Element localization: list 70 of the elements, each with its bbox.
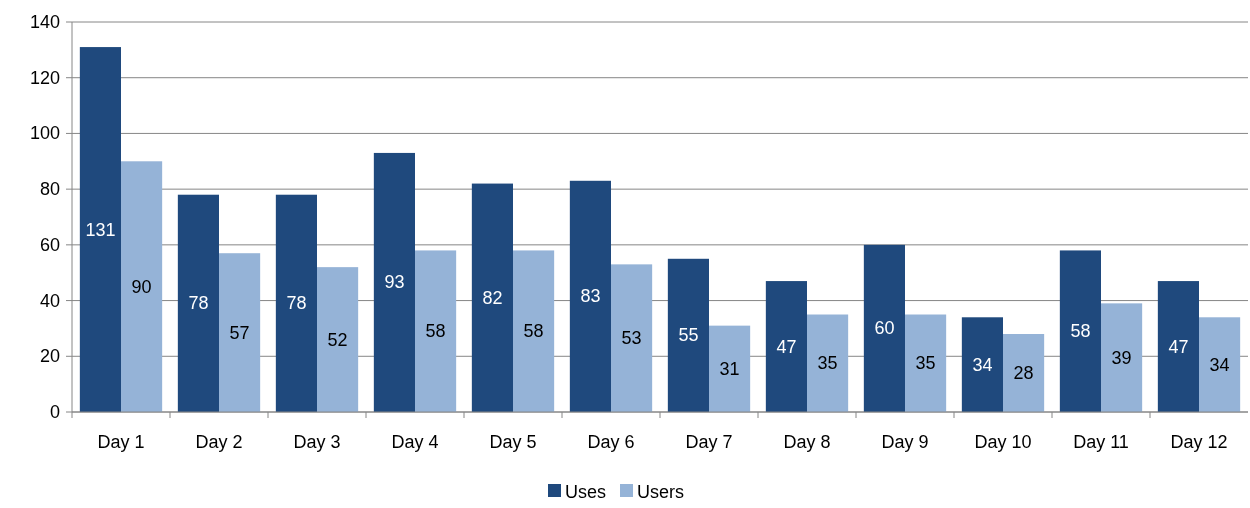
data-label: 47	[776, 336, 797, 357]
x-tick-label: Day 12	[1170, 432, 1228, 452]
data-label: 83	[580, 286, 601, 307]
data-label: 34	[1209, 354, 1230, 375]
y-tick-label: 0	[49, 402, 60, 422]
data-label: 82	[482, 287, 503, 308]
bar	[471, 183, 513, 412]
data-label: 58	[425, 321, 446, 342]
data-label: 35	[817, 353, 838, 374]
x-tick-label: Day 11	[1073, 432, 1129, 452]
bar	[961, 317, 1003, 412]
data-label: 93	[384, 272, 405, 293]
data-label: 28	[1013, 363, 1034, 383]
data-label: 53	[621, 328, 642, 349]
x-tick-label: Day 3	[293, 432, 341, 452]
bar	[863, 244, 905, 412]
data-label: 90	[131, 276, 152, 297]
data-label: 60	[874, 318, 895, 339]
bar	[177, 194, 219, 412]
bar	[611, 264, 653, 412]
y-tick-label: 120	[29, 67, 60, 88]
x-tick-label: Day 5	[489, 432, 537, 452]
y-tick-label: 20	[39, 346, 60, 367]
bar	[317, 267, 359, 412]
x-tick-label: Day 7	[685, 432, 733, 452]
bar	[1157, 281, 1199, 412]
y-tick-label: 100	[29, 123, 60, 144]
bar	[807, 314, 849, 412]
x-tick-label: Day 8	[783, 432, 831, 452]
x-tick-label: Day 1	[97, 432, 145, 452]
legend-label: Users	[637, 482, 685, 502]
data-label: 58	[523, 321, 544, 342]
x-tick-label: Day 10	[974, 432, 1032, 452]
bar	[1059, 250, 1101, 412]
y-tick-label: 40	[39, 290, 60, 311]
x-tick-label: Day 9	[881, 432, 929, 452]
bar	[765, 281, 807, 412]
bar	[219, 253, 261, 412]
bar	[121, 161, 163, 412]
data-label: 35	[915, 353, 936, 374]
data-label: 47	[1168, 336, 1189, 357]
data-label: 31	[719, 358, 740, 379]
bar	[1199, 317, 1241, 412]
bar	[275, 194, 317, 412]
data-label: 34	[972, 354, 993, 375]
bar	[1101, 303, 1143, 412]
data-label: 55	[678, 325, 699, 346]
data-label: 78	[286, 293, 307, 314]
bar	[1003, 334, 1045, 412]
x-tick-label: Day 4	[391, 432, 439, 452]
y-tick-label: 140	[29, 12, 60, 32]
bar	[513, 250, 555, 412]
data-label: 57	[229, 322, 250, 343]
data-label: 78	[188, 293, 209, 314]
data-label: 52	[327, 329, 348, 350]
bar	[415, 250, 457, 412]
bar	[667, 258, 709, 412]
bar	[373, 152, 415, 412]
x-tick-label: Day 6	[587, 432, 635, 452]
legend-label: Uses	[565, 482, 607, 502]
bar	[709, 325, 751, 412]
data-label: 58	[1070, 321, 1091, 342]
data-label: 39	[1111, 347, 1132, 368]
y-tick-label: 80	[39, 179, 60, 200]
y-tick-label: 60	[39, 234, 60, 255]
bar	[79, 47, 121, 412]
bar	[905, 314, 947, 412]
data-label: 131	[85, 219, 116, 240]
bar	[569, 180, 611, 412]
x-tick-label: Day 2	[195, 432, 243, 452]
